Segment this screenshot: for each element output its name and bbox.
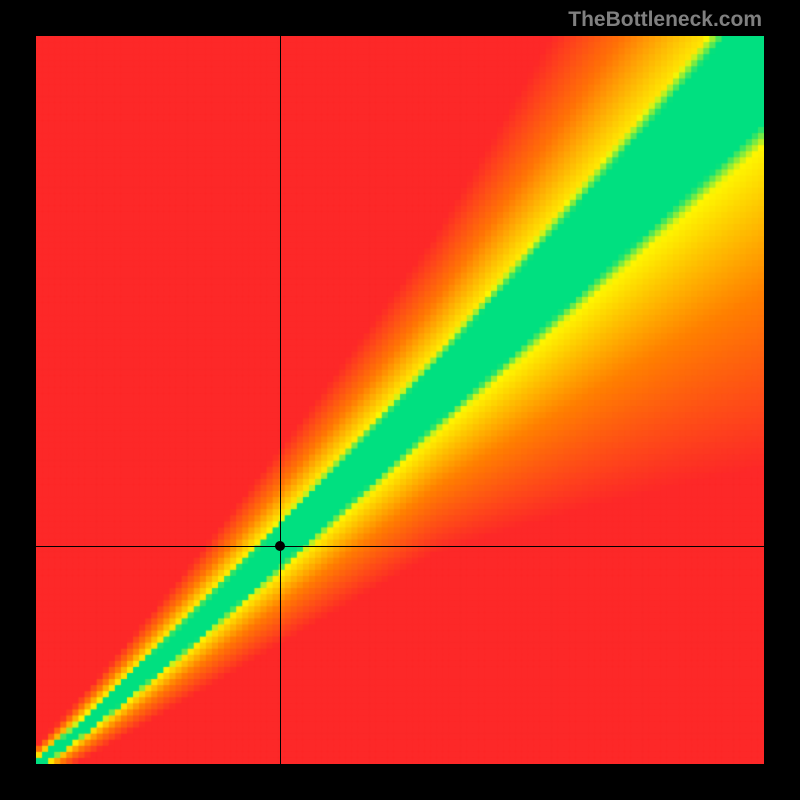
attribution-text: TheBottleneck.com <box>568 8 762 32</box>
bottleneck-heatmap <box>36 36 764 764</box>
crosshair-horizontal <box>36 546 764 547</box>
heatmap-canvas <box>36 36 764 764</box>
crosshair-vertical <box>280 36 281 764</box>
data-point-marker <box>275 541 285 551</box>
